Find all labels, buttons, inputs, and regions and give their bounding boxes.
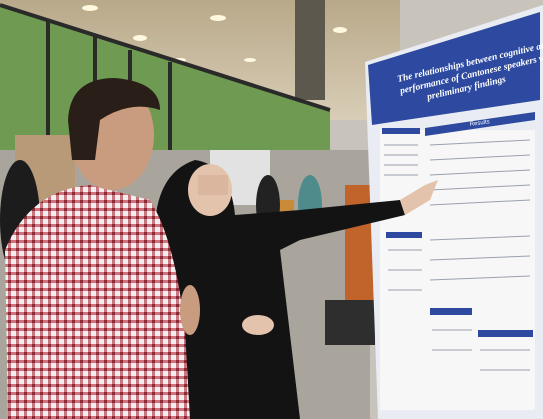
woman — [154, 160, 405, 419]
section-title: Results — [469, 119, 490, 128]
man-shirt — [5, 185, 190, 419]
man-hair — [68, 78, 160, 160]
man-hand — [180, 285, 200, 335]
poster-text-lines — [384, 139, 531, 371]
ceiling-beam — [295, 0, 325, 100]
poster-header — [368, 12, 540, 125]
woman-hand — [242, 315, 274, 335]
blur — [198, 175, 228, 195]
section-headers — [382, 128, 533, 337]
woman-hand — [400, 180, 438, 215]
stand-base — [325, 300, 375, 345]
section-header — [425, 112, 535, 136]
